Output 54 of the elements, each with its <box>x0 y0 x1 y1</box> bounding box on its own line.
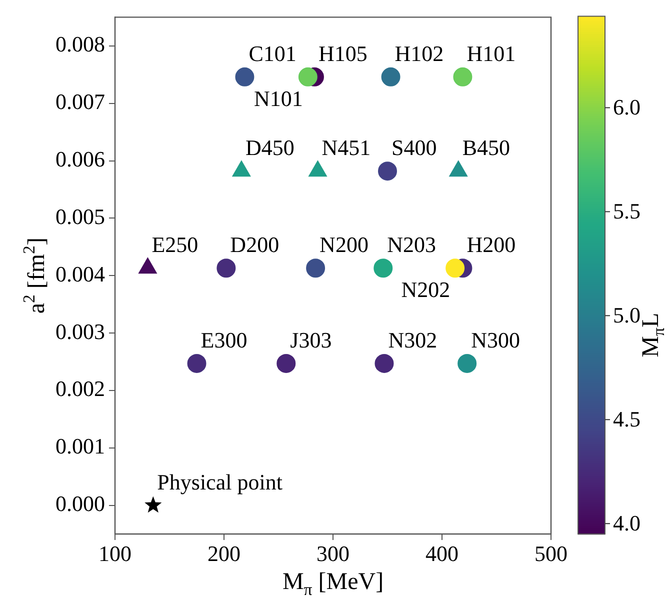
annotation: N203 <box>387 232 436 258</box>
annotation: D450 <box>245 135 294 160</box>
y-tick-label: 0.003 <box>56 318 105 344</box>
x-tick-label: 100 <box>98 540 132 566</box>
point <box>235 67 254 86</box>
point <box>374 258 393 278</box>
annotation: N200 <box>320 232 368 258</box>
annotation: H101 <box>466 40 516 66</box>
point <box>298 67 318 86</box>
y-tick-label: 0.005 <box>56 204 105 229</box>
point <box>306 258 326 278</box>
annotation: N101 <box>254 86 303 111</box>
point <box>144 496 162 513</box>
point <box>458 354 477 373</box>
annotation: J303 <box>290 327 332 352</box>
point <box>216 258 236 278</box>
color-bar-label: 5.0 <box>613 302 640 328</box>
annotation: N300 <box>471 327 520 352</box>
x-tick-label: 400 <box>426 540 458 566</box>
y-tick-label: 0.008 <box>56 32 105 57</box>
y-tick-label: 0.006 <box>56 146 105 172</box>
point <box>374 354 394 373</box>
annotation: H105 <box>318 40 368 66</box>
x-tick-label: 200 <box>208 540 240 566</box>
annotation: S400 <box>392 135 437 160</box>
color-bar-label: 5.5 <box>613 198 640 224</box>
y-tick-label: 0.004 <box>56 261 105 286</box>
annotation: D200 <box>230 232 280 258</box>
point <box>453 67 472 86</box>
annotation: E300 <box>200 327 248 352</box>
y-axis-title: a2 [fm2] <box>19 238 50 314</box>
annotation: C101 <box>248 40 296 66</box>
y-tick-label: 0.000 <box>56 491 105 516</box>
point <box>381 67 400 86</box>
y-tick-label: 0.001 <box>56 434 105 459</box>
y-tick-label: 0.002 <box>56 376 105 402</box>
color-bar-label: 4.5 <box>613 406 640 432</box>
point <box>276 354 296 373</box>
point <box>378 162 397 181</box>
point <box>446 258 465 278</box>
annotation: N451 <box>322 135 371 160</box>
x-tick-label: 300 <box>316 540 350 566</box>
annotation: Physical point <box>157 469 282 494</box>
annotation: H102 <box>394 40 444 66</box>
annotation: N202 <box>401 277 450 302</box>
annotation: B450 <box>462 135 510 160</box>
y-tick-label: 0.007 <box>56 89 105 114</box>
annotation: E250 <box>152 232 198 258</box>
annotation: N302 <box>388 327 438 352</box>
annotation: H200 <box>466 232 516 258</box>
point <box>187 354 206 373</box>
x-tick-label: 500 <box>534 540 568 566</box>
color-bar-label: 4.0 <box>613 510 640 536</box>
color-bar-label: 6.0 <box>613 94 640 120</box>
